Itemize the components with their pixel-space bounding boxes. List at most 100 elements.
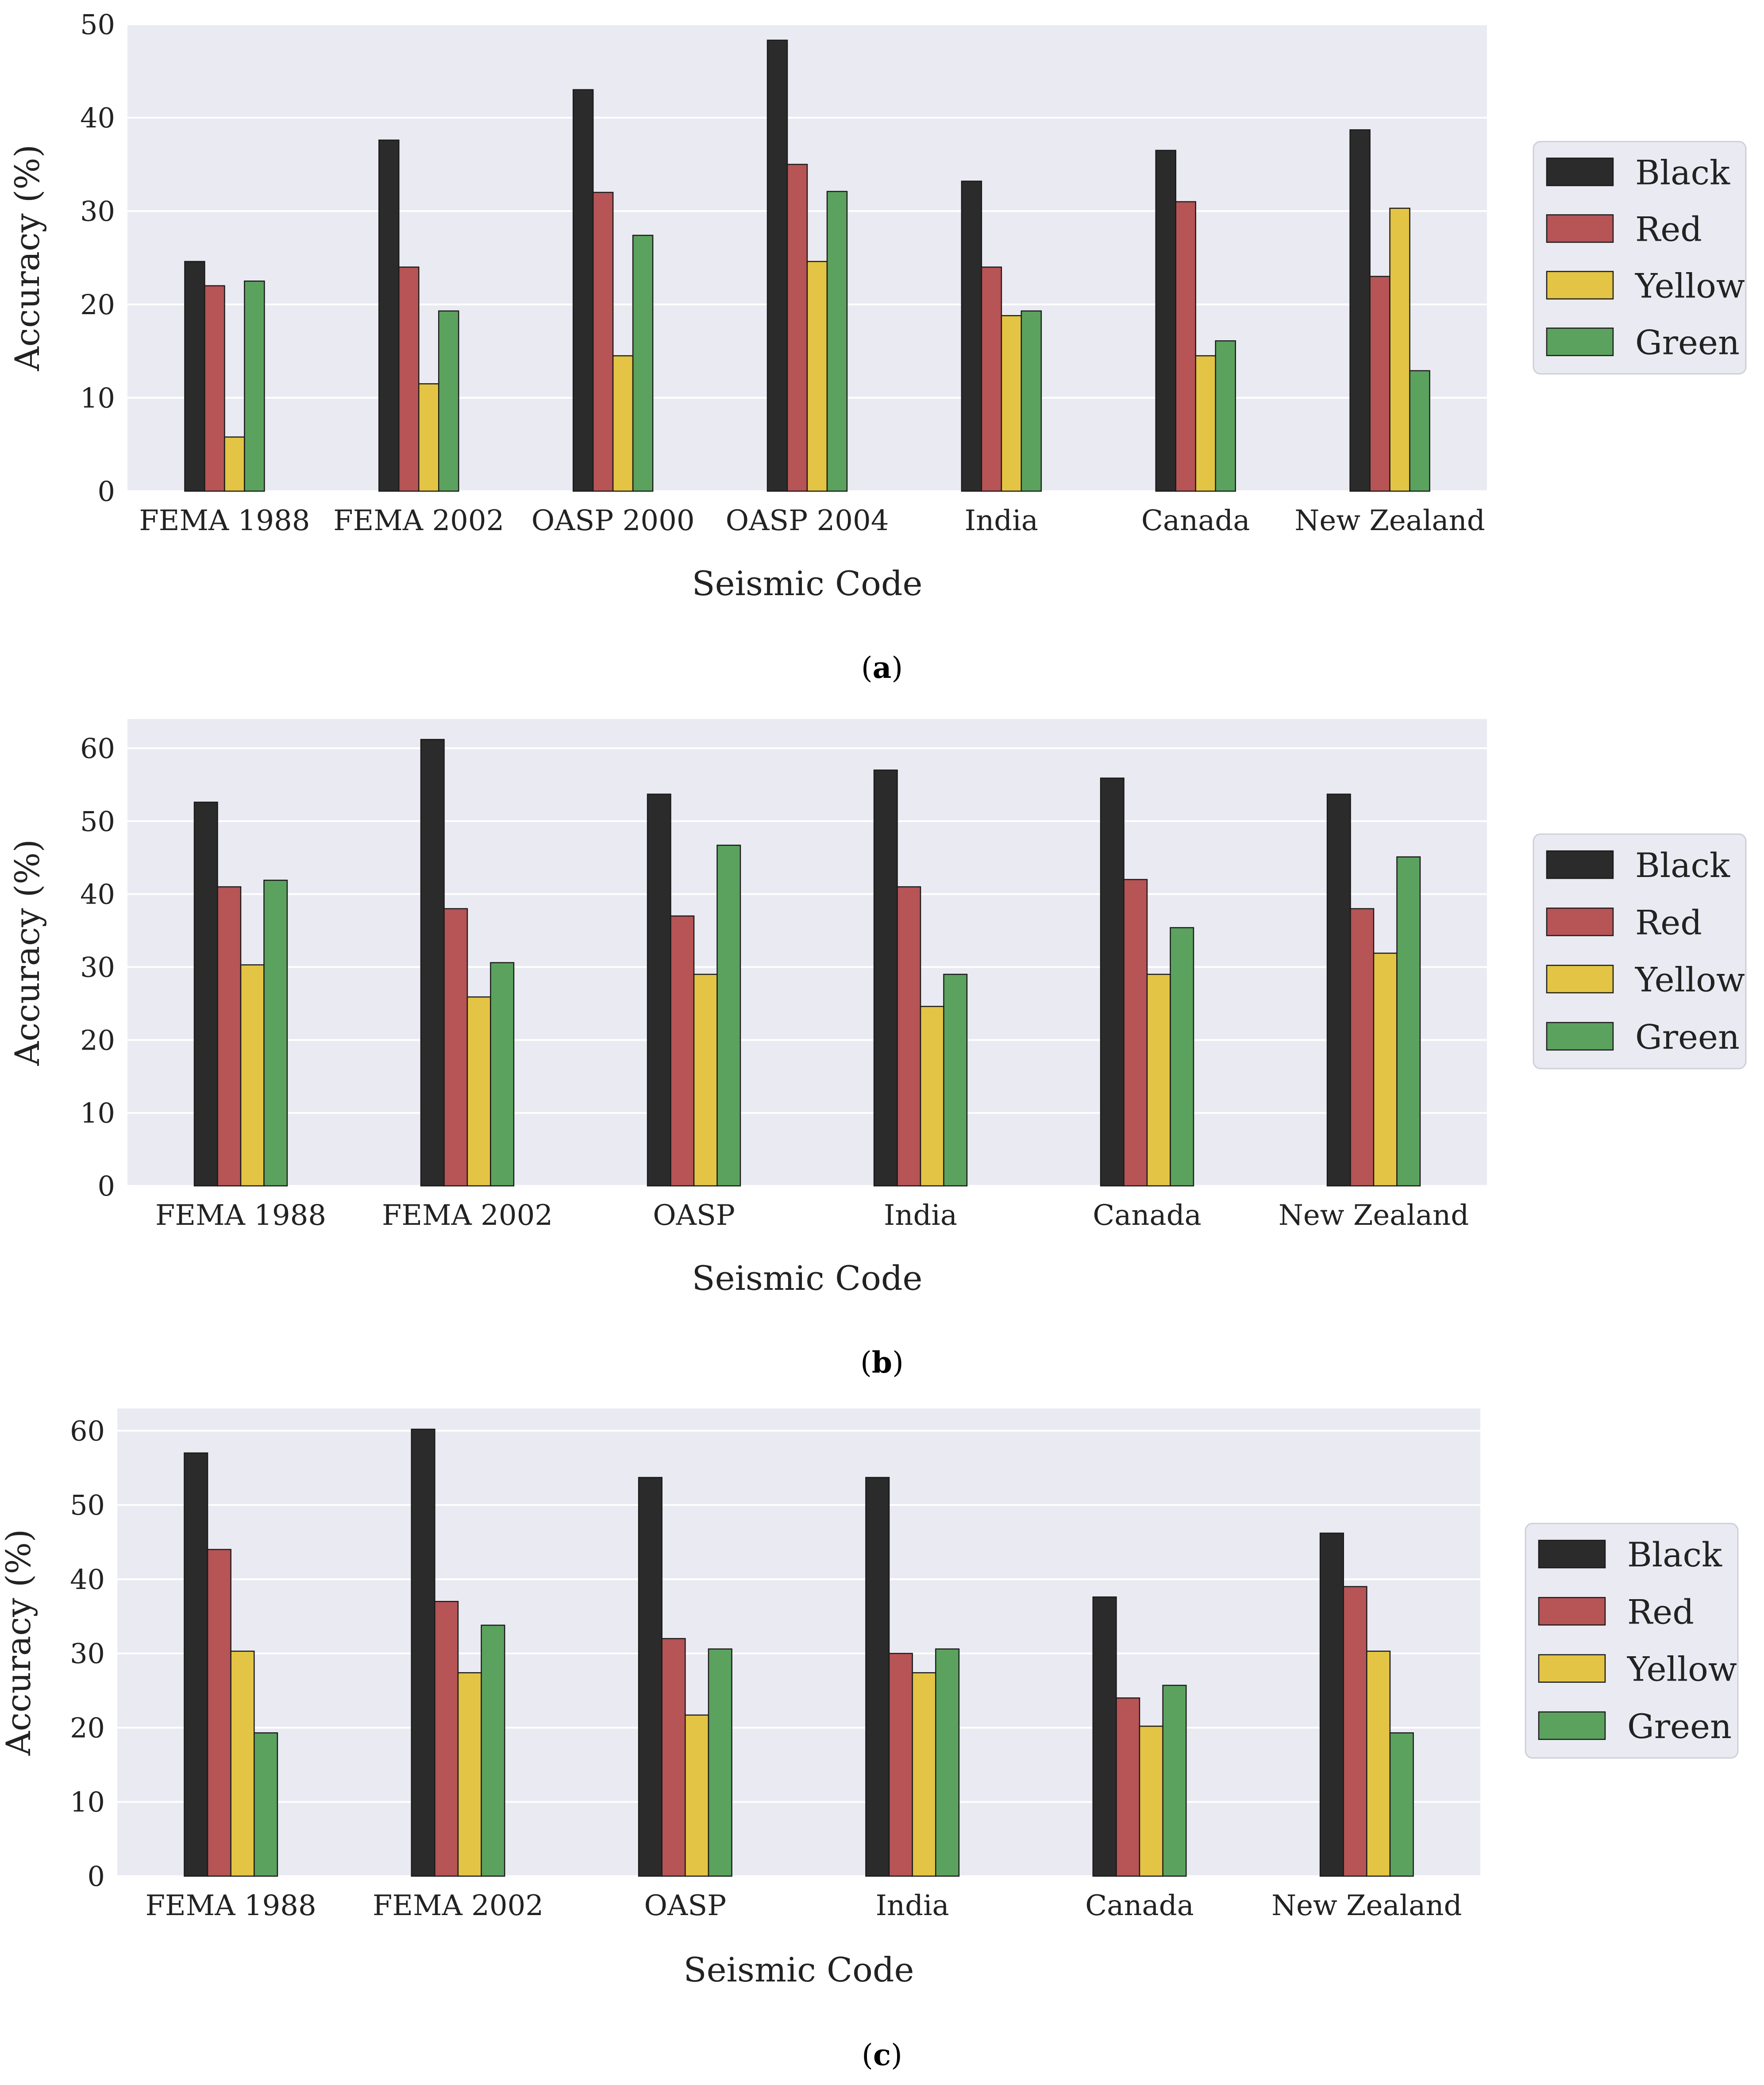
bar-black-new-zealand xyxy=(1326,793,1351,1187)
bar-yellow-fema-2002 xyxy=(466,996,491,1187)
bar-black-canada xyxy=(1092,1596,1117,1877)
bar-black-oasp-2000 xyxy=(572,89,594,492)
bar-red-fema-1988 xyxy=(217,886,242,1187)
y-tick-label: 60 xyxy=(80,732,115,765)
bar-red-fema-2002 xyxy=(434,1600,459,1877)
y-tick-label: 20 xyxy=(80,1024,115,1056)
x-tick-label: India xyxy=(884,1199,957,1232)
legend-swatch-black xyxy=(1546,850,1614,879)
bar-green-india xyxy=(1021,310,1042,492)
legend-label-red: Red xyxy=(1635,209,1702,249)
bar-red-oasp xyxy=(670,915,695,1187)
bar-black-fema-2002 xyxy=(420,739,445,1187)
y-tick-label: 20 xyxy=(70,1712,105,1744)
legend-label-green: Green xyxy=(1635,1017,1740,1057)
y-tick-label: 50 xyxy=(70,1489,105,1521)
bar-black-fema-1988 xyxy=(193,801,218,1187)
bar-black-fema-1988 xyxy=(184,261,205,492)
x-tick-label: Canada xyxy=(1141,504,1250,537)
bar-black-canada xyxy=(1100,777,1125,1187)
x-tick-label: FEMA 1988 xyxy=(139,504,310,537)
y-tick-label: 30 xyxy=(80,195,115,227)
y-tick-label: 40 xyxy=(70,1563,105,1596)
bar-green-fema-2002 xyxy=(490,962,515,1187)
legend-swatch-red xyxy=(1546,214,1614,243)
x-tick-label: FEMA 2002 xyxy=(382,1199,553,1232)
bar-green-fema-2002 xyxy=(438,310,459,492)
bar-red-india xyxy=(897,886,921,1187)
bar-red-canada xyxy=(1175,201,1196,492)
bar-yellow-fema-2002 xyxy=(418,383,439,492)
bar-red-oasp-2004 xyxy=(786,164,808,492)
legend-label-green: Green xyxy=(1627,1707,1732,1746)
x-tick-label: OASP xyxy=(653,1199,735,1232)
bar-black-new-zealand xyxy=(1319,1532,1344,1877)
legend: Black Red Yellow Green xyxy=(1533,833,1747,1069)
x-tick-label: New Zealand xyxy=(1279,1199,1469,1232)
bar-black-oasp xyxy=(647,793,671,1187)
y-axis-label: Accuracy (%) xyxy=(8,839,47,1066)
bar-yellow-fema-1988 xyxy=(224,436,245,492)
bar-black-fema-2002 xyxy=(378,139,400,492)
legend-label-yellow: Yellow xyxy=(1627,1650,1737,1689)
legend-box xyxy=(1533,833,1747,1069)
x-tick-label: FEMA 2002 xyxy=(373,1889,543,1922)
legend-label-yellow: Yellow xyxy=(1635,960,1745,1000)
bar-red-new-zealand xyxy=(1343,1586,1367,1877)
panel-caption-b: (b) xyxy=(860,1345,904,1380)
bar-green-fema-2002 xyxy=(481,1624,505,1877)
y-tick-label: 30 xyxy=(80,951,115,983)
y-tick-label: 0 xyxy=(98,1170,115,1202)
legend-swatch-red xyxy=(1538,1597,1606,1626)
chart-b: 0 10 20 30 40 50 60 FEMA 1988 FEMA 2002 OASP India… xyxy=(8,719,1747,1298)
bar-red-fema-1988 xyxy=(204,285,225,492)
x-axis-label: Seismic Code xyxy=(692,1258,923,1298)
x-tick-label: FEMA 2002 xyxy=(333,504,504,537)
x-tick-label: Canada xyxy=(1085,1889,1194,1922)
legend-label-black: Black xyxy=(1635,153,1730,192)
bar-green-oasp-2004 xyxy=(826,191,848,492)
y-tick-label: 30 xyxy=(70,1638,105,1670)
bar-red-oasp xyxy=(661,1638,686,1877)
chart-c: 0 10 20 30 40 50 60 FEMA 1988 FEMA 2002 OASP India… xyxy=(0,1408,1739,1989)
bar-yellow-canada xyxy=(1195,355,1216,492)
bar-green-new-zealand xyxy=(1396,856,1421,1187)
bar-green-fema-1988 xyxy=(263,880,288,1187)
panel-caption-a: (a) xyxy=(861,650,903,685)
legend: Black Red Yellow Green xyxy=(1533,141,1747,375)
bar-green-canada xyxy=(1170,927,1194,1187)
bar-red-new-zealand xyxy=(1350,908,1375,1187)
bar-red-canada xyxy=(1116,1697,1140,1877)
bar-yellow-oasp xyxy=(693,973,718,1187)
legend-swatch-yellow xyxy=(1546,965,1614,993)
bar-green-oasp xyxy=(708,1648,732,1877)
x-tick-label: FEMA 1988 xyxy=(155,1199,326,1232)
y-tick-label: 50 xyxy=(80,8,115,41)
bar-yellow-new-zealand xyxy=(1389,208,1410,492)
bar-red-fema-2002 xyxy=(443,908,468,1187)
bar-black-india xyxy=(873,769,898,1187)
legend-swatch-red xyxy=(1546,908,1614,936)
bar-yellow-fema-1988 xyxy=(230,1650,255,1877)
bar-yellow-new-zealand xyxy=(1373,952,1398,1187)
bar-yellow-oasp-2004 xyxy=(806,261,828,492)
bar-yellow-fema-2002 xyxy=(457,1672,482,1877)
x-tick-label: Canada xyxy=(1093,1199,1202,1232)
legend-label-yellow: Yellow xyxy=(1635,266,1745,306)
panel-caption-c: (c) xyxy=(862,2038,902,2072)
x-axis-label: Seismic Code xyxy=(684,1950,914,1989)
legend-swatch-green xyxy=(1538,1711,1606,1740)
bar-green-india xyxy=(943,973,968,1187)
x-tick-label: India xyxy=(965,504,1038,537)
legend-label-red: Red xyxy=(1627,1592,1694,1631)
x-tick-label: FEMA 1988 xyxy=(146,1889,316,1922)
plot-area xyxy=(127,719,1487,1186)
bar-yellow-india xyxy=(912,1672,936,1877)
legend-swatch-yellow xyxy=(1546,271,1614,300)
bar-red-oasp-2000 xyxy=(592,192,614,492)
bar-black-new-zealand xyxy=(1349,129,1371,492)
y-axis-label: Accuracy (%) xyxy=(8,145,47,372)
bar-green-fema-1988 xyxy=(244,281,265,492)
bar-black-canada xyxy=(1155,150,1176,492)
legend-box xyxy=(1533,141,1747,375)
